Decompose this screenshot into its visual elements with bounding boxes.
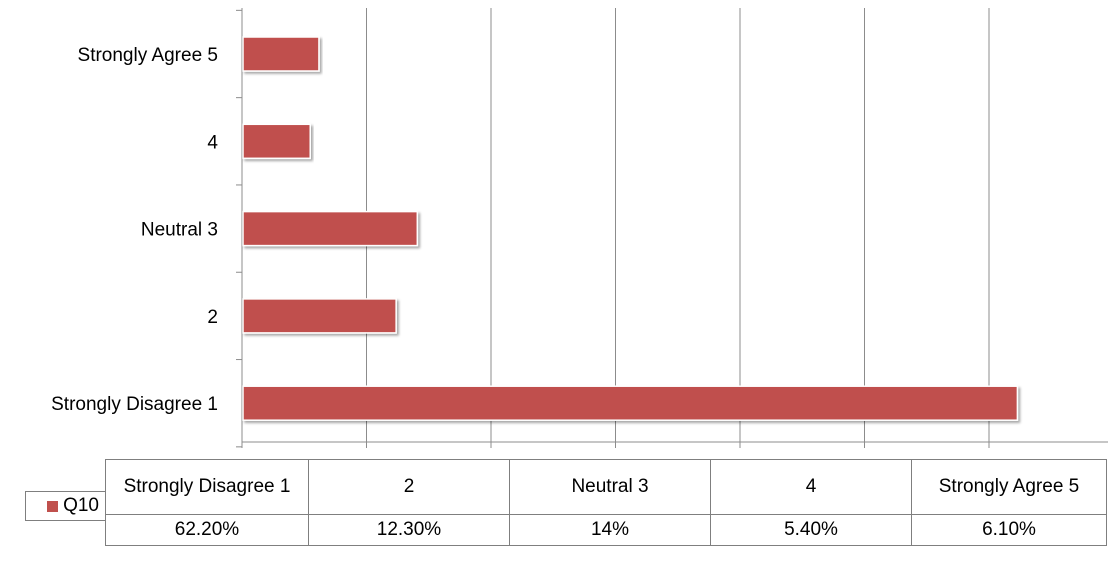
table-header: Neutral 3 — [509, 459, 711, 515]
category-labels: Strongly Disagree 1 2 Neutral 3 4 Strongly A… — [51, 45, 218, 415]
category-label: Strongly Agree 5 — [78, 45, 218, 66]
category-label: Neutral 3 — [141, 220, 218, 241]
data-table: Strongly Disagree 1 2 Neutral 3 4 Strong… — [105, 459, 1107, 546]
table-cell: 12.30% — [308, 514, 510, 546]
category-label: 4 — [207, 132, 218, 153]
axes — [236, 8, 1108, 448]
table-header: 2 — [308, 459, 510, 515]
table-cell: 5.40% — [710, 514, 912, 546]
gridlines — [366, 8, 990, 442]
bar-chart: Strongly Disagree 1 2 Neutral 3 4 Strongly A… — [51, 8, 1108, 448]
bar — [242, 210, 419, 247]
table-cell: 6.10% — [911, 514, 1107, 546]
bar — [242, 36, 320, 72]
table-cell: 14% — [509, 514, 711, 546]
bar — [242, 123, 311, 160]
legend-label: Q10 — [63, 495, 99, 516]
legend-q10: Q10 — [25, 491, 105, 521]
bars — [242, 36, 1019, 421]
legend-swatch — [47, 500, 59, 512]
table-header: Strongly Disagree 1 — [105, 459, 309, 515]
bar — [242, 385, 1019, 421]
table-cell: 62.20% — [105, 514, 309, 546]
bar — [242, 298, 397, 334]
table-header: 4 — [710, 459, 912, 515]
category-label: 2 — [207, 307, 218, 328]
table-header: Strongly Agree 5 — [911, 459, 1107, 515]
category-label: Strongly Disagree 1 — [51, 394, 218, 415]
